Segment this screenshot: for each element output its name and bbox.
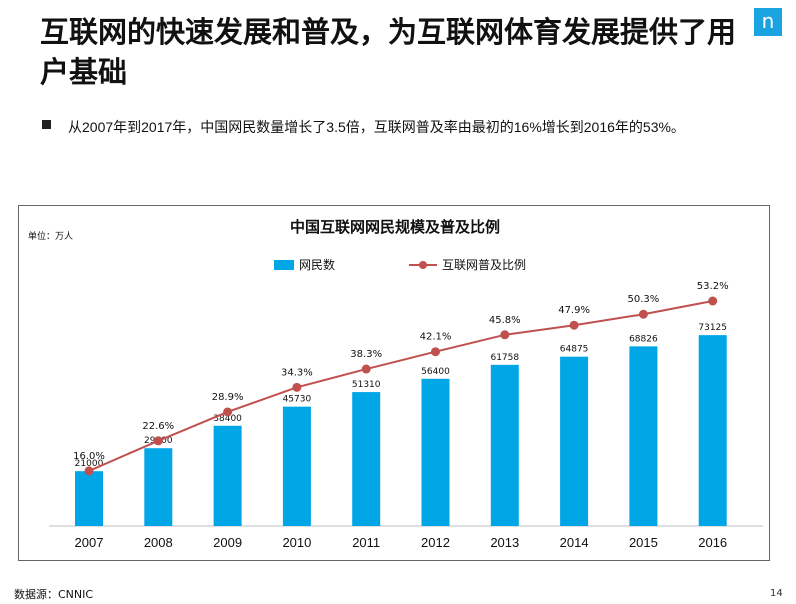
bar-label-2016: 73125 <box>698 323 727 333</box>
legend-line-marker <box>419 261 427 269</box>
unit-label: 单位：万人 <box>28 230 73 242</box>
bar-label-2013: 61758 <box>490 353 519 363</box>
x-tick-labels: 2007 2008 2009 2010 2011 2012 2013 2014 2015 2016 <box>75 535 728 550</box>
x-tick-2009: 2009 <box>213 535 242 550</box>
bar-label-2014: 64875 <box>560 345 589 355</box>
penetration-line <box>88 300 713 472</box>
line-point-2007 <box>84 466 94 476</box>
bar-2009 <box>213 425 242 526</box>
line-point-2011 <box>361 364 371 374</box>
data-source: 数据源：CNNIC <box>14 588 94 601</box>
x-tick-2015: 2015 <box>629 535 658 550</box>
bar-label-2011: 51310 <box>352 380 381 390</box>
bar-label-2007: 21000 <box>75 459 104 469</box>
legend: 网民数 互联网普及比例 <box>274 257 526 272</box>
chart-title: 中国互联网网民规模及普及比例 <box>290 218 500 236</box>
line-label-2012: 42.1% <box>420 332 452 343</box>
netizen-chart: 中国互联网网民规模及普及比例 单位：万人 网民数 互联网普及比例 2100029… <box>28 218 763 550</box>
line-label-2008: 22.6% <box>142 421 174 432</box>
legend-bar-label: 网民数 <box>299 257 335 272</box>
line-label-2009: 28.9% <box>212 392 244 403</box>
bar-label-2012: 56400 <box>421 367 450 377</box>
line-point-2009 <box>223 407 233 417</box>
legend-bar-swatch <box>274 260 294 270</box>
bar-value-labels: 2100029800384004573051310564006175864875… <box>75 323 727 469</box>
brand-logo: n <box>754 8 782 36</box>
line-label-2015: 50.3% <box>628 294 660 305</box>
bullet-point: 从2007年到2017年，中国网民数量增长了3.5倍，互联网普及率由最初的16%… <box>42 116 762 138</box>
bar-2016 <box>698 335 727 526</box>
x-tick-2012: 2012 <box>421 535 450 550</box>
x-tick-2014: 2014 <box>560 535 589 550</box>
line-label-2013: 45.8% <box>489 315 521 326</box>
bar-2012 <box>421 378 450 526</box>
line-point-2012 <box>431 347 440 357</box>
line-point-2008 <box>153 436 163 446</box>
line-point-2014 <box>569 320 579 330</box>
line-point-2013 <box>500 330 510 340</box>
line-label-2011: 38.3% <box>350 349 382 360</box>
page-number: 14 <box>770 588 783 599</box>
line-label-2014: 47.9% <box>558 305 590 316</box>
bullet-square-icon <box>42 120 51 129</box>
x-tick-2007: 2007 <box>75 535 104 550</box>
x-tick-2011: 2011 <box>352 535 380 550</box>
line-point-2010 <box>292 382 302 392</box>
bar-2014 <box>560 356 589 526</box>
line-label-2016: 53.2% <box>697 281 729 292</box>
line-point-2015 <box>638 309 648 319</box>
bar-series <box>75 335 727 526</box>
x-tick-2013: 2013 <box>490 535 519 550</box>
x-tick-2008: 2008 <box>144 535 173 550</box>
bar-2007 <box>75 471 103 526</box>
x-tick-2016: 2016 <box>698 535 727 550</box>
bar-2010 <box>282 406 311 526</box>
bar-2013 <box>490 364 519 526</box>
page-title: 互联网的快速发展和普及，为互联网体育发展提供了用户基础 <box>40 15 737 89</box>
bar-label-2009: 38400 <box>213 414 242 424</box>
bar-label-2015: 68826 <box>629 334 658 344</box>
legend-line-label: 互联网普及比例 <box>442 258 526 272</box>
line-points <box>84 296 718 476</box>
chart-frame: 中国互联网网民规模及普及比例 单位：万人 网民数 互联网普及比例 2100029… <box>18 205 770 561</box>
bar-2011 <box>352 392 381 526</box>
x-tick-2010: 2010 <box>282 535 311 550</box>
line-label-2010: 34.3% <box>281 367 313 378</box>
bar-2015 <box>629 346 658 526</box>
bullet-text: 从2007年到2017年，中国网民数量增长了3.5倍，互联网普及率由最初的16%… <box>68 119 685 135</box>
line-point-2016 <box>708 296 718 306</box>
line-label-2007: 16.0% <box>73 451 105 462</box>
line-value-labels: 16.0% 22.6% 28.9% 34.3% 38.3% 42.1% 45.8% 47.9%… <box>73 281 728 462</box>
bar-label-2010: 45730 <box>283 395 312 405</box>
bar-2008 <box>144 448 173 526</box>
